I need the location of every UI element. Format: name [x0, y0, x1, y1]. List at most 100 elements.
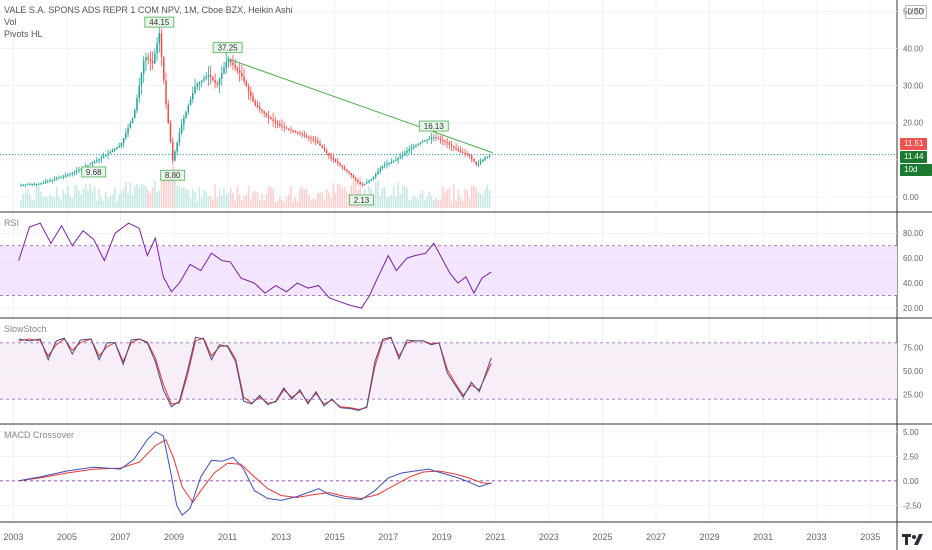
volume-bar — [214, 184, 216, 208]
volume-bar — [113, 187, 116, 208]
candle-body — [26, 184, 29, 186]
candle-body — [241, 72, 243, 77]
candle-body — [198, 82, 201, 85]
volume-bar — [100, 197, 103, 208]
candle-body — [276, 122, 279, 124]
candle-body — [78, 169, 80, 171]
candle-body — [386, 163, 388, 165]
volume-bar — [122, 189, 125, 208]
candle-body — [446, 142, 448, 144]
volume-bar — [129, 182, 132, 208]
candle-body — [319, 143, 321, 146]
candle-body — [33, 183, 36, 185]
volume-bar — [26, 188, 29, 208]
candle-body — [372, 176, 375, 179]
volume-bar — [466, 190, 469, 208]
last-price-tag: 11.51 — [900, 138, 928, 150]
candle-body — [252, 96, 254, 102]
candle-body — [192, 93, 194, 100]
volume-bar — [151, 187, 154, 208]
candle-body — [87, 165, 89, 167]
volume-bar — [140, 184, 143, 208]
volume-bar — [67, 185, 69, 208]
volume-bar — [147, 190, 149, 208]
vol-indicator-label[interactable]: Vol — [4, 17, 17, 27]
y-tick-label: 30.00 — [903, 82, 924, 91]
candle-body — [475, 161, 477, 165]
currency-badge[interactable]: USD — [905, 5, 927, 19]
tradingview-logo-icon[interactable] — [901, 532, 927, 546]
candle-body — [91, 163, 94, 165]
candle-body — [457, 149, 460, 151]
candle-body — [412, 146, 415, 148]
candle-body — [455, 147, 457, 150]
candle-body — [165, 80, 167, 105]
candle-body — [203, 78, 205, 81]
volume-bar — [473, 185, 475, 208]
volume-bar — [78, 190, 80, 208]
candle-body — [73, 171, 76, 173]
y-tick-label: -2.50 — [903, 501, 922, 510]
pivot-label: 37.25 — [218, 44, 239, 53]
volume-bar — [89, 183, 91, 208]
candle-body — [187, 105, 190, 112]
volume-bar — [73, 185, 76, 208]
volume-bar — [80, 194, 83, 208]
volume-bar — [178, 185, 181, 208]
volume-bar — [332, 183, 335, 208]
stoch-pane-label[interactable]: SlowStoch — [4, 324, 47, 334]
rsi-line — [18, 222, 492, 309]
rsi-pane-label[interactable]: RSI — [4, 218, 20, 228]
pivot-label-box — [81, 166, 107, 178]
candle-body — [410, 147, 413, 150]
x-tick-label: 2027 — [646, 532, 666, 542]
candle-body — [51, 179, 53, 181]
volume-bar — [417, 199, 419, 208]
volume-bar — [435, 198, 437, 208]
pivots-indicator-label[interactable]: Pivots HL — [4, 29, 43, 39]
candle-body — [314, 140, 317, 142]
candle-body — [93, 161, 96, 164]
candle-body — [80, 168, 83, 170]
candle-body — [379, 168, 382, 172]
candle-body — [136, 97, 138, 111]
volume-bar — [125, 181, 127, 208]
volume-bar — [245, 194, 248, 208]
candle-body — [207, 74, 210, 77]
x-tick-label: 2035 — [860, 532, 880, 542]
volume-bar — [299, 188, 301, 208]
volume-bar — [421, 189, 424, 208]
candle-body — [399, 156, 402, 159]
candle-body — [417, 143, 419, 146]
pivot-label: 2.13 — [354, 196, 370, 205]
volume-bar — [430, 195, 433, 208]
candle-body — [343, 167, 346, 170]
candle-body — [292, 130, 294, 132]
volume-bar — [109, 196, 112, 208]
candle-body — [60, 177, 62, 179]
candle-body — [151, 61, 154, 64]
candle-body — [145, 57, 147, 61]
volume-bar — [158, 190, 161, 208]
candle-body — [316, 141, 319, 144]
trendline — [227, 58, 493, 154]
volume-bar — [55, 187, 58, 208]
candle-body — [368, 180, 370, 183]
volume-bar — [225, 194, 228, 208]
candle-body — [221, 73, 223, 79]
y-tick-label: 75.00 — [903, 344, 924, 353]
volume-bar — [412, 195, 415, 208]
volume-bar — [145, 185, 147, 208]
macd-pane-label[interactable]: MACD Crossover — [4, 430, 75, 440]
x-tick-label: 2003 — [3, 532, 23, 542]
candle-body — [214, 80, 216, 84]
candle-body — [118, 145, 120, 148]
candle-body — [285, 127, 288, 129]
volume-bar — [274, 201, 277, 208]
candle-body — [337, 161, 339, 164]
candle-body — [113, 148, 116, 151]
volume-bar — [203, 189, 205, 208]
candle-body — [122, 138, 125, 143]
volume-bar — [323, 199, 326, 208]
